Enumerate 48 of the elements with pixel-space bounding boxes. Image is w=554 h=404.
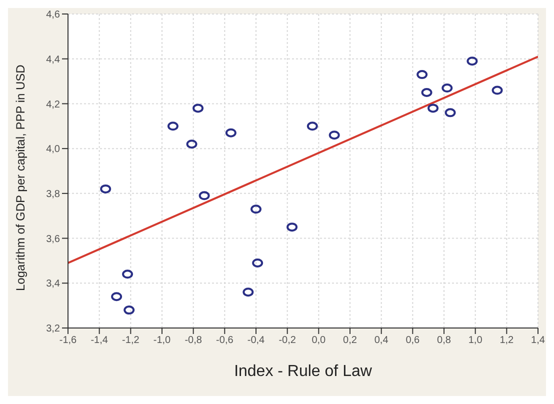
x-tick-label: -1,6 bbox=[59, 335, 78, 346]
point bbox=[111, 292, 122, 302]
y-axis-title: Logarithm of GDP per capital, PPP in USD bbox=[13, 64, 28, 291]
point bbox=[286, 222, 298, 232]
point bbox=[167, 122, 178, 131]
point bbox=[242, 288, 254, 297]
point bbox=[100, 184, 112, 194]
x-tick-label: 0,8 bbox=[437, 335, 452, 346]
x-tick-label: 1,4 bbox=[531, 335, 546, 346]
point bbox=[306, 122, 318, 131]
y-tick-label: 3,8 bbox=[46, 188, 60, 200]
x-tick-label: -0,4 bbox=[247, 335, 266, 346]
x-tick-label: -1,2 bbox=[122, 335, 140, 346]
point bbox=[444, 108, 456, 118]
x-tick-label: -0,6 bbox=[216, 335, 234, 346]
point bbox=[186, 140, 198, 149]
point bbox=[328, 130, 340, 140]
y-tick-label: 3,6 bbox=[46, 234, 60, 245]
point bbox=[122, 270, 134, 279]
y-tick-label: 3,4 bbox=[46, 278, 60, 290]
point bbox=[416, 70, 428, 80]
y-tick-label: 3,2 bbox=[46, 324, 60, 335]
x-tick-label: -0,8 bbox=[184, 335, 202, 346]
point bbox=[198, 191, 210, 200]
x-tick-label: 0,2 bbox=[343, 335, 358, 346]
y-tick-label: 4,6 bbox=[46, 10, 60, 21]
point bbox=[428, 104, 439, 113]
y-tick-label: 4,2 bbox=[46, 99, 60, 110]
x-tick-label: -1,0 bbox=[153, 335, 172, 346]
x-tick-label: 1,2 bbox=[500, 335, 514, 346]
x-tick-label: -0,2 bbox=[278, 335, 296, 346]
point bbox=[421, 88, 432, 97]
point bbox=[252, 258, 264, 268]
x-tick-label: 1,0 bbox=[468, 335, 483, 346]
point bbox=[124, 306, 135, 315]
x-tick-label: 0,4 bbox=[374, 335, 389, 346]
y-tick-label: 4,4 bbox=[46, 54, 60, 66]
x-axis-title: Index - Rule of Law bbox=[234, 363, 372, 380]
point bbox=[225, 128, 236, 138]
y-tick-label: 4,0 bbox=[46, 144, 60, 156]
point bbox=[492, 86, 503, 95]
x-tick-label: 0,6 bbox=[406, 335, 420, 346]
point bbox=[250, 204, 262, 214]
x-tick-label: 0,0 bbox=[312, 335, 326, 346]
point bbox=[442, 84, 453, 93]
point bbox=[192, 104, 204, 113]
x-tick-label: -1,4 bbox=[90, 335, 108, 346]
point bbox=[466, 56, 478, 66]
